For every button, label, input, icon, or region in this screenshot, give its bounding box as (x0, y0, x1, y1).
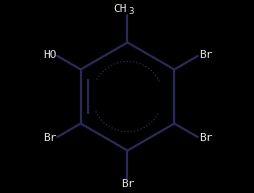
Text: Br: Br (198, 133, 211, 143)
Text: Br: Br (198, 50, 211, 60)
Text: HO: HO (43, 50, 56, 60)
Text: Br: Br (43, 133, 56, 143)
Text: Br: Br (120, 179, 134, 189)
Text: 3: 3 (128, 8, 133, 16)
Text: CH: CH (113, 4, 126, 14)
